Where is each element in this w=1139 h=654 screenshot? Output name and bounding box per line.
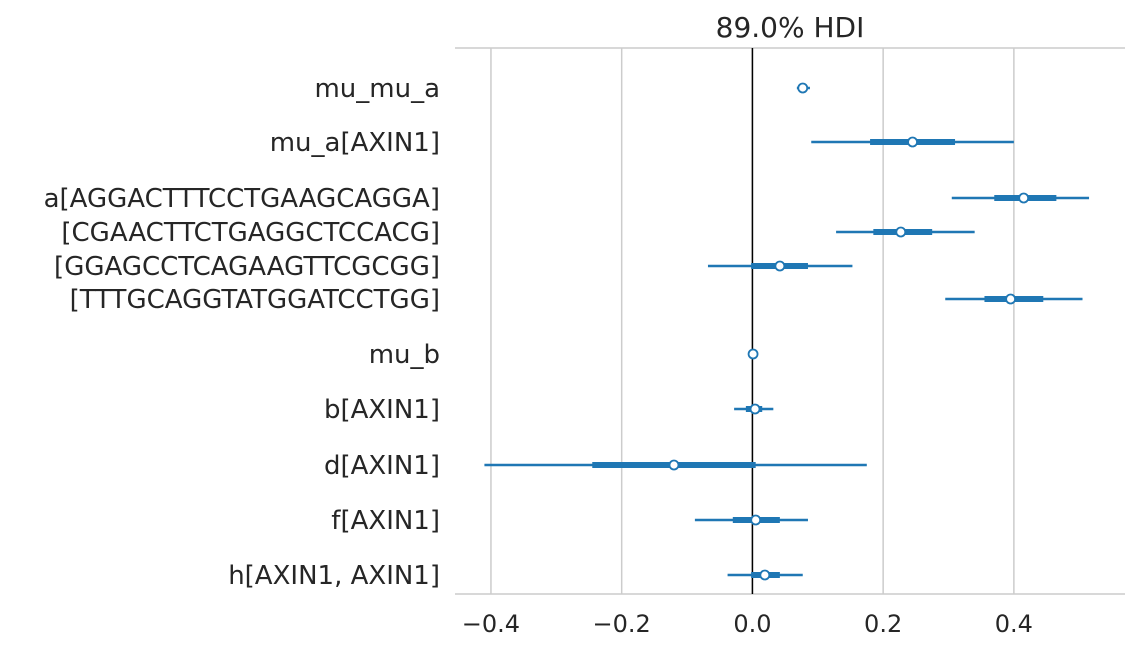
mean-point	[1018, 192, 1030, 204]
y-tick-label: [CGAACTTCTGAGGCTCCACG]	[61, 218, 440, 248]
x-tick-label: 0.0	[733, 610, 771, 638]
y-tick-label: mu_a[AXIN1]	[270, 128, 440, 158]
axes-layer	[455, 47, 1125, 595]
mean-point	[750, 514, 762, 526]
chart-title: 89.0% HDI	[716, 11, 865, 44]
x-tick-label: −0.4	[462, 610, 520, 638]
mean-point	[747, 348, 759, 360]
mean-point	[1005, 293, 1017, 305]
x-tick-label: −0.2	[593, 610, 651, 638]
y-tick-label: b[AXIN1]	[324, 395, 440, 425]
y-tick-label: h[AXIN1, AXIN1]	[228, 561, 440, 591]
y-tick-label: mu_mu_a	[314, 74, 440, 104]
mean-point	[749, 403, 761, 415]
x-tick-label: 0.4	[995, 610, 1033, 638]
mean-point	[668, 459, 680, 471]
mean-point	[895, 226, 907, 238]
y-tick-label: d[AXIN1]	[324, 451, 440, 481]
mean-point	[774, 260, 786, 272]
marks-layer	[484, 82, 1090, 581]
y-tick-label: f[AXIN1]	[331, 506, 440, 536]
y-tick-label: [TTTGCAGGTATGGATCCTGG]	[70, 285, 440, 315]
labels-layer: −0.4 −0.2 0.0 0.2 0.4 mu_mu_a mu_a[AXIN1] a[AGG…	[44, 74, 1033, 638]
mean-point	[759, 569, 771, 581]
y-tick-label: mu_b	[369, 340, 440, 370]
y-tick-label: a[AGGACTTTCCTGAAGCAGGA]	[44, 184, 440, 214]
y-tick-label: [GGAGCCTCAGAAGTTCGCGG]	[54, 252, 440, 282]
mean-point	[797, 82, 809, 94]
x-tick-label: 0.2	[864, 610, 902, 638]
mean-point	[907, 136, 918, 148]
